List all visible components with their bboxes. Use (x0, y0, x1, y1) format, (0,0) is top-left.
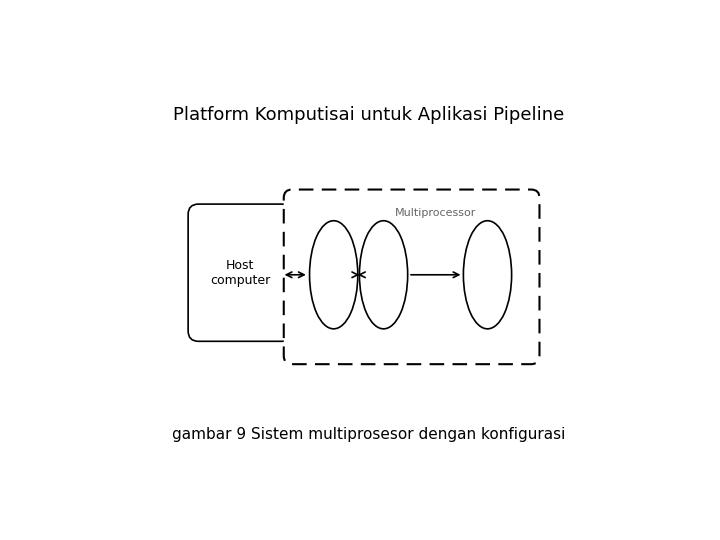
FancyBboxPatch shape (188, 204, 292, 341)
Text: Host
computer: Host computer (210, 259, 270, 287)
FancyBboxPatch shape (284, 190, 539, 364)
Ellipse shape (359, 221, 408, 329)
Text: Platform Komputisai untuk Aplikasi Pipeline: Platform Komputisai untuk Aplikasi Pipel… (174, 106, 564, 124)
Text: Multiprocessor: Multiprocessor (395, 208, 476, 218)
Ellipse shape (310, 221, 358, 329)
Text: gambar 9 Sistem multiprosesor dengan konfigurasi: gambar 9 Sistem multiprosesor dengan kon… (172, 427, 566, 442)
Ellipse shape (464, 221, 512, 329)
